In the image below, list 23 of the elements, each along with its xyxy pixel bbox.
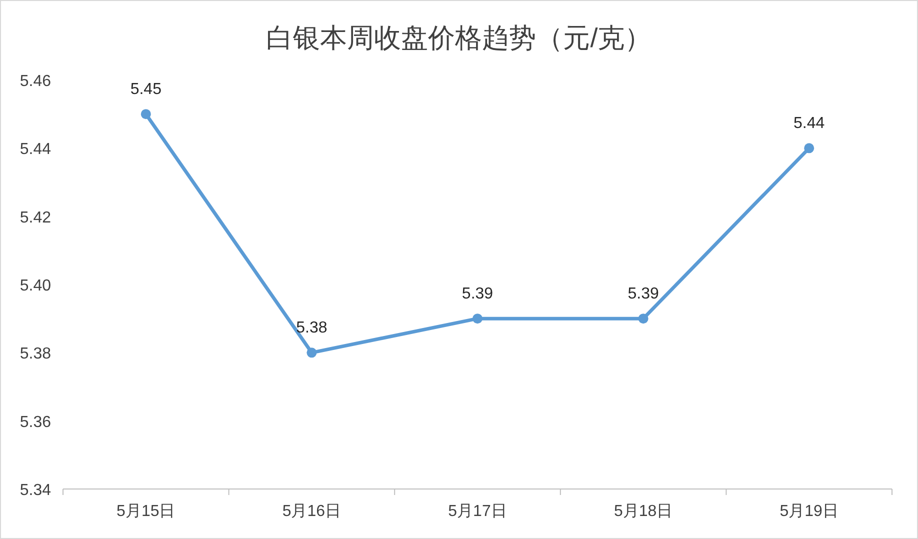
x-tick-label: 5月15日	[116, 503, 176, 520]
y-tick-label: 5.42	[20, 209, 52, 226]
x-tick-label: 5月19日	[780, 503, 838, 520]
x-tick-label: 5月17日	[448, 503, 507, 520]
data-label: 5.39	[628, 286, 659, 303]
point	[804, 143, 814, 154]
point	[306, 348, 317, 358]
y-tick-label: 5.44	[20, 141, 52, 158]
chart-title: 白银本周收盘价格趋势（元/克）	[266, 23, 652, 53]
point	[140, 109, 151, 120]
y-tick-label: 5.40	[20, 278, 52, 294]
y-tick-label: 5.38	[20, 346, 52, 363]
y-tick-label: 5.36	[20, 414, 52, 431]
y-tick-label: 5.46	[20, 73, 52, 90]
x-tick-label: 5月16日	[282, 503, 342, 520]
data-label: 5.44	[794, 115, 825, 132]
point	[472, 314, 482, 324]
y-tick-label: 5.34	[20, 482, 52, 499]
x-tick-label: 5月18日	[614, 503, 673, 520]
data-label: 5.39	[462, 286, 494, 303]
point	[638, 314, 648, 324]
data-label: 5.38	[296, 320, 328, 337]
data-label: 5.45	[130, 81, 162, 98]
